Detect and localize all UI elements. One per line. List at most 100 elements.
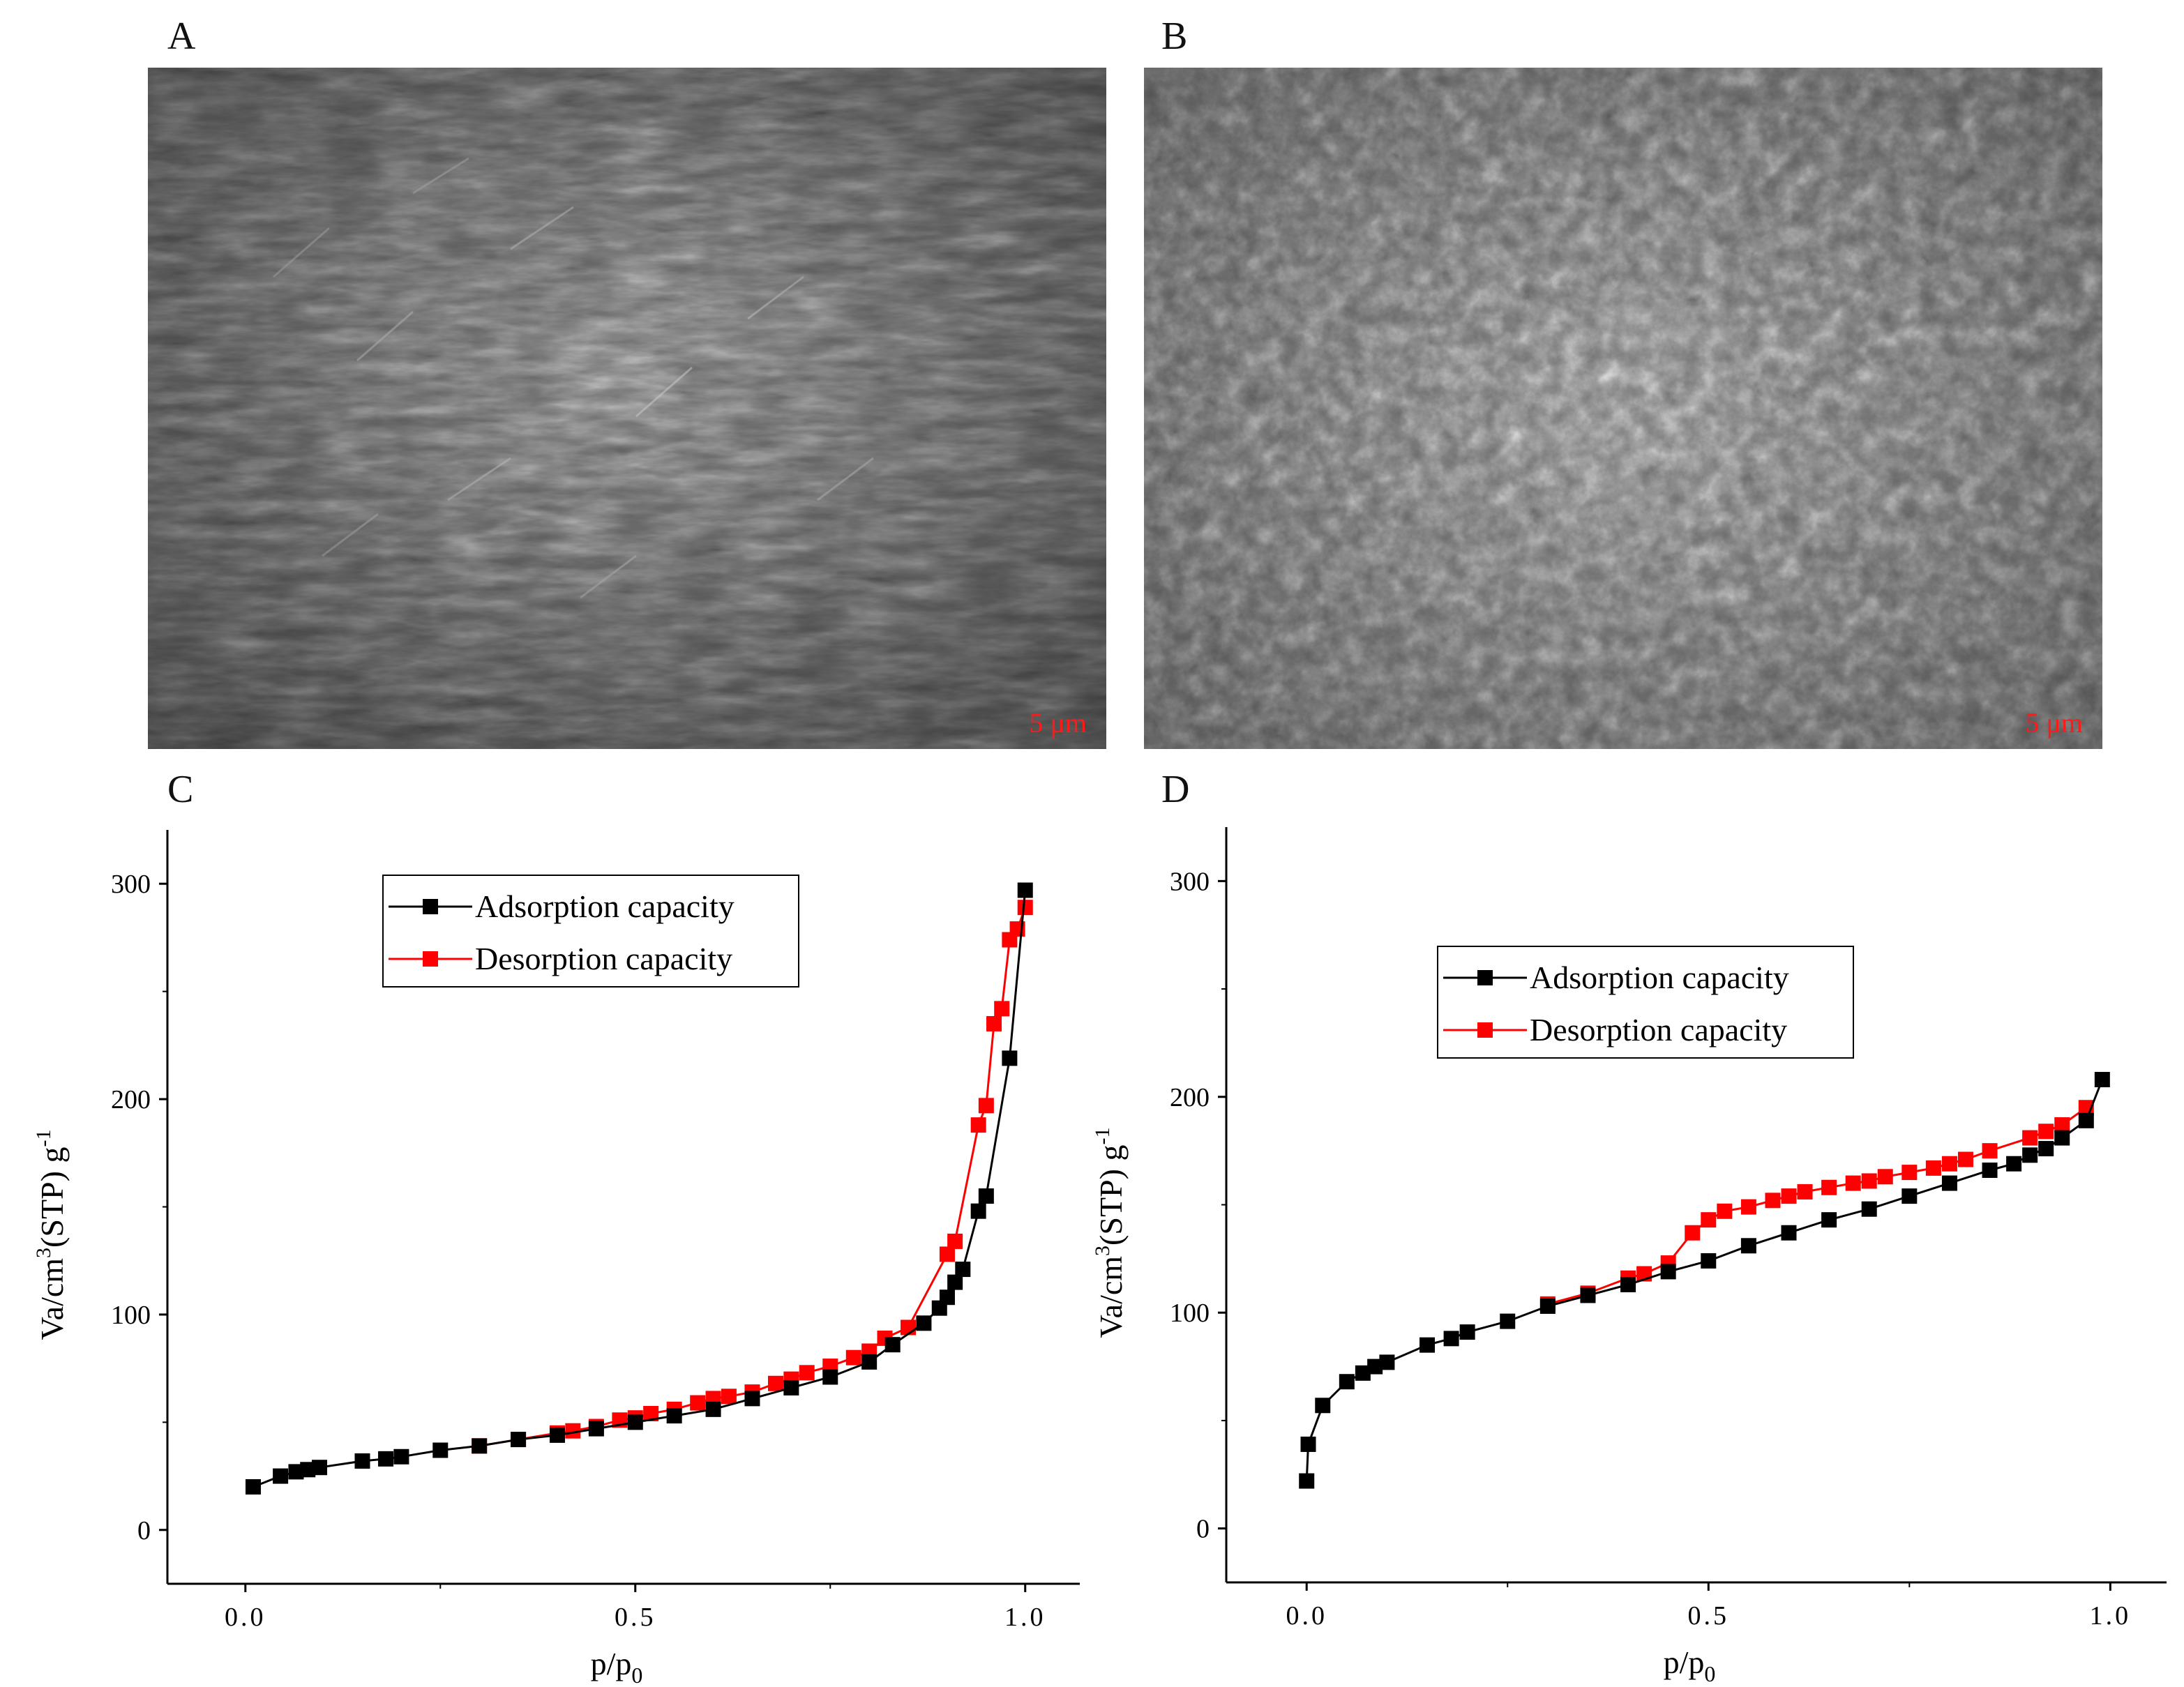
adsorption-point — [1701, 1253, 1717, 1269]
desorption-point — [1901, 1165, 1918, 1181]
desorption-point — [690, 1395, 706, 1411]
adsorption-point — [511, 1432, 527, 1448]
legend-marker — [423, 951, 438, 967]
adsorption-point — [861, 1354, 878, 1370]
adsorption-point — [884, 1337, 901, 1353]
adsorption-point — [822, 1369, 838, 1385]
desorption-point — [1740, 1199, 1756, 1215]
adsorption-point — [273, 1468, 289, 1484]
sem-image-a-texture — [148, 68, 1106, 749]
y-tick-label: 0 — [1196, 1515, 1210, 1544]
y-axis-title-main: Va/cm — [34, 1258, 70, 1340]
adsorption-point — [2078, 1112, 2094, 1128]
desorption-point — [2054, 1117, 2070, 1133]
y-axis-title-main: Va/cm — [1093, 1256, 1129, 1338]
adsorption-point — [1002, 1050, 1018, 1066]
desorption-point — [1877, 1169, 1893, 1185]
sem-image-b: 5 μm — [1144, 68, 2102, 749]
adsorption-point — [1443, 1331, 1459, 1347]
adsorption-point — [947, 1274, 963, 1290]
adsorption-point — [472, 1438, 488, 1454]
desorption-point — [1925, 1160, 1941, 1176]
desorption-point — [1797, 1183, 1813, 1200]
desorption-point — [1845, 1175, 1861, 1191]
panel-label-a: A — [167, 15, 196, 58]
legend: Adsorption capacity Desorption capacity — [1437, 946, 1854, 1059]
x-axis-title-main: p/p — [1664, 1644, 1705, 1680]
adsorption-point — [1299, 1473, 1315, 1489]
adsorption-point — [1901, 1188, 1918, 1204]
adsorption-point — [1459, 1324, 1475, 1340]
x-axis-title: p/p0 — [1664, 1644, 1716, 1686]
desorption-point — [1941, 1156, 1957, 1172]
adsorption-point — [300, 1462, 316, 1478]
x-tick-label: 0.5 — [615, 1603, 656, 1632]
scale-bar-label-b: 5 μm — [2025, 707, 2083, 739]
y-tick-label: 100 — [1170, 1299, 1210, 1328]
y-tick-label: 100 — [111, 1301, 151, 1330]
adsorption-point — [1017, 882, 1033, 898]
adsorption-point — [1740, 1238, 1756, 1254]
adsorption-point — [1379, 1354, 1395, 1370]
sem-image-a: 5 μm — [148, 68, 1106, 749]
adsorption-point — [2054, 1130, 2070, 1146]
desorption-point — [2022, 1130, 2038, 1146]
adsorption-point — [916, 1315, 932, 1331]
adsorption-point — [744, 1391, 760, 1407]
adsorption-point — [2022, 1147, 2038, 1163]
desorption-point — [845, 1349, 861, 1366]
desorption-point — [1017, 900, 1033, 916]
legend-label: Desorption capacity — [1530, 1012, 1787, 1047]
x-axis-title-sub: 0 — [631, 1663, 642, 1687]
desorption-point — [643, 1406, 659, 1422]
y-axis-title-rest: (STP) g — [1093, 1145, 1129, 1246]
adsorption-point — [666, 1408, 682, 1424]
desorption-point — [970, 1117, 986, 1133]
y-tick-label: 200 — [111, 1085, 151, 1114]
adsorption-point — [1861, 1201, 1877, 1217]
adsorption-point — [432, 1442, 449, 1458]
adsorption-point — [1500, 1313, 1516, 1329]
adsorption-point — [2006, 1156, 2022, 1172]
y-tick-label: 200 — [1170, 1083, 1210, 1112]
x-axis-title: p/p0 — [591, 1646, 643, 1687]
desorption-point — [768, 1375, 783, 1391]
desorption-point — [799, 1365, 815, 1381]
adsorption-point — [1821, 1212, 1837, 1228]
adsorption-point — [1315, 1398, 1331, 1414]
adsorption-point — [393, 1448, 409, 1465]
x-tick-label: 0.0 — [225, 1603, 266, 1632]
y-axis-title: Va/cm3(STP) g-1 — [1091, 1128, 1129, 1338]
y-axis-title-sup: 3 — [32, 1248, 55, 1258]
adsorption-point — [978, 1188, 994, 1204]
adsorption-point — [955, 1262, 971, 1278]
legend: Adsorption capacity Desorption capacity — [382, 875, 799, 988]
desorption-point — [1861, 1173, 1877, 1189]
adsorption-point — [288, 1464, 304, 1480]
adsorption-point — [1539, 1298, 1556, 1314]
x-tick-label: 1.0 — [1004, 1603, 1046, 1632]
desorption-point — [986, 1015, 1002, 1031]
panel-label-b: B — [1161, 15, 1188, 58]
desorption-point — [1781, 1188, 1797, 1204]
desorption-point — [994, 1001, 1010, 1017]
adsorption-point — [1339, 1374, 1355, 1390]
x-tick-label: 0.0 — [1286, 1601, 1327, 1631]
adsorption-point — [588, 1421, 604, 1437]
desorption-point — [1957, 1151, 1973, 1167]
desorption-point — [1821, 1179, 1837, 1195]
y-axis-title-sup: 3 — [1091, 1246, 1114, 1256]
y-tick-label: 0 — [137, 1516, 151, 1545]
sem-image-b-texture — [1144, 68, 2102, 749]
x-tick-label: 1.0 — [2090, 1601, 2132, 1631]
x-axis-title-main: p/p — [591, 1646, 632, 1681]
adsorption-point — [312, 1460, 327, 1476]
adsorption-point — [1367, 1359, 1383, 1375]
adsorption-point — [1941, 1175, 1957, 1191]
y-tick-label: 300 — [1170, 867, 1210, 896]
adsorption-point — [1781, 1225, 1797, 1241]
desorption-point — [1765, 1193, 1781, 1209]
